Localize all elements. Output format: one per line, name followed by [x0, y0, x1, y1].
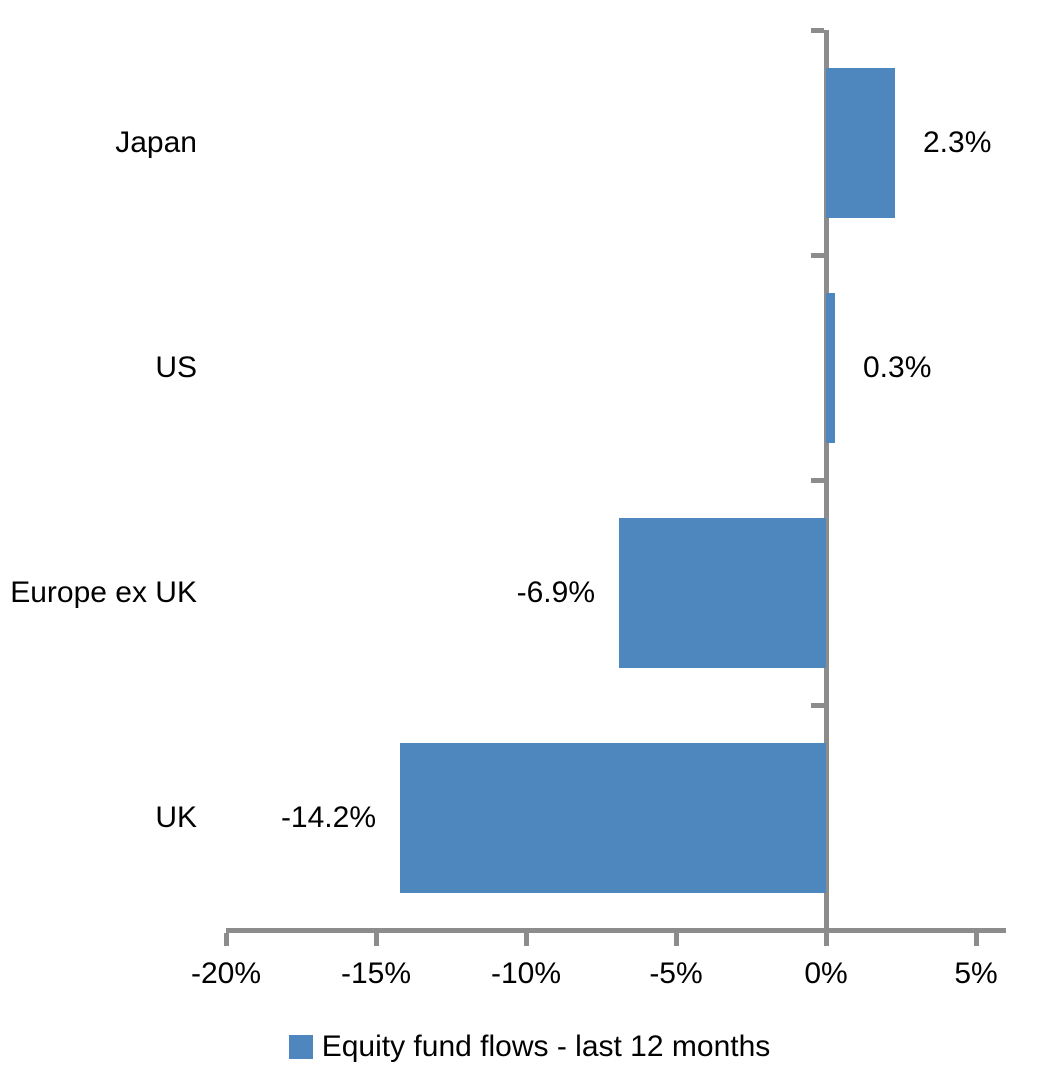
bar-uk [400, 742, 826, 893]
y-axis-tick [811, 28, 824, 33]
x-axis-tick [374, 933, 379, 946]
bar-europe-ex-uk [619, 517, 826, 668]
y-axis-tick [811, 478, 824, 483]
x-axis-tick [524, 933, 529, 946]
y-axis-line [824, 30, 829, 933]
x-axis-tick-label: -10% [490, 957, 562, 990]
y-axis-tick [811, 703, 824, 708]
legend-swatch-icon [288, 1035, 313, 1059]
value-label: -6.9% [516, 575, 595, 609]
x-axis-tick [824, 933, 829, 946]
category-label: US [155, 350, 197, 384]
x-axis-tick-label: 0% [804, 957, 848, 990]
x-axis-tick [224, 933, 229, 946]
x-axis-tick-label: 5% [954, 957, 998, 990]
value-label: 0.3% [863, 350, 932, 384]
category-label: UK [155, 800, 197, 834]
category-label: Europe ex UK [10, 575, 197, 609]
category-label: Japan [115, 125, 197, 159]
legend-label: Equity fund flows - last 12 months [321, 1030, 771, 1063]
chart-legend: Equity fund flows - last 12 months [0, 1029, 1059, 1065]
value-label: 2.3% [923, 125, 992, 159]
bar-us [826, 292, 835, 443]
value-label: -14.2% [280, 800, 376, 834]
x-axis-tick [674, 933, 679, 946]
x-axis-tick-label: -5% [649, 957, 703, 990]
x-axis-tick-label: -15% [340, 957, 412, 990]
bar-japan [826, 67, 895, 218]
x-axis-tick-label: -20% [190, 957, 262, 990]
x-axis-tick [974, 933, 979, 946]
y-axis-tick [811, 253, 824, 258]
x-axis-line [226, 928, 1006, 933]
